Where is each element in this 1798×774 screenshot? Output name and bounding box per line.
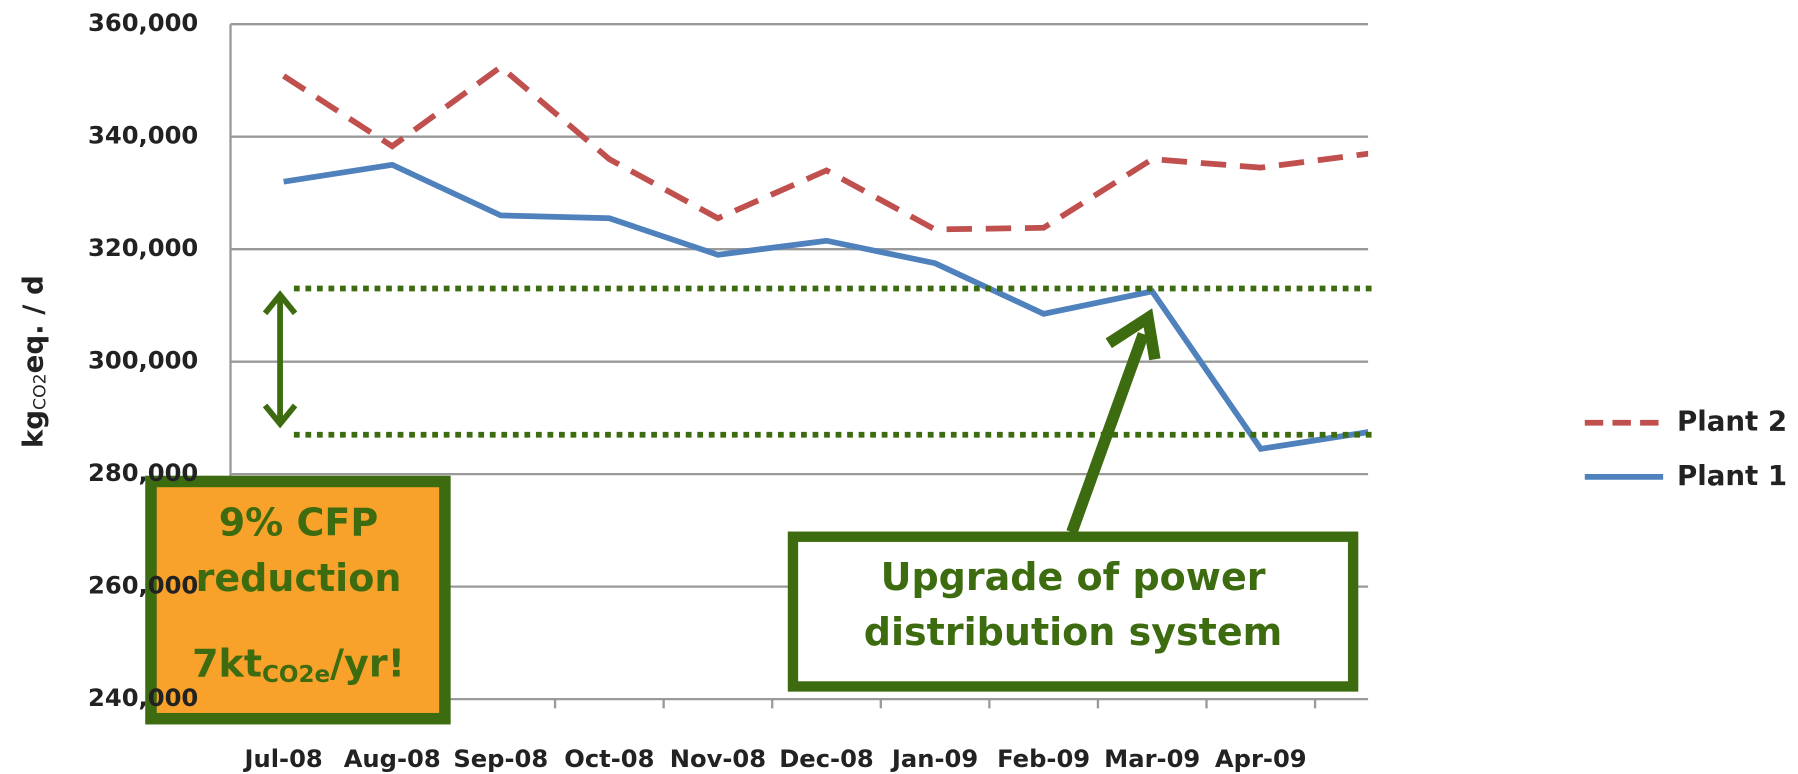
x-tick-label: Aug-08 — [344, 745, 441, 773]
x-tick-label: Oct-08 — [564, 745, 654, 773]
y-tick-label: 260,000 — [88, 572, 198, 600]
y-tick-label: 280,000 — [88, 459, 198, 487]
annotation-text: reduction — [196, 556, 402, 600]
annotation-text: 9% CFP — [219, 501, 379, 545]
callout-arrow — [1066, 332, 1149, 535]
y-tick-label: 240,000 — [88, 684, 198, 712]
reduction-box — [145, 475, 451, 725]
y-tick-label: 320,000 — [88, 234, 198, 262]
x-tick-label: Feb-09 — [997, 745, 1090, 773]
x-tick-label: Jul-08 — [243, 745, 323, 773]
arrow-head — [1105, 308, 1161, 361]
x-tick-label: Jan-09 — [890, 745, 978, 773]
x-tick-label: Sep-08 — [453, 745, 548, 773]
annotation-text: Upgrade of power — [881, 555, 1266, 599]
y-tick-label: 300,000 — [88, 347, 198, 375]
x-tick-label: Apr-09 — [1215, 745, 1307, 773]
y-tick-label: 360,000 — [88, 9, 198, 37]
callout-box — [787, 531, 1359, 692]
y-axis-label: kgCO2eq. / d — [17, 275, 51, 448]
arrow-head — [262, 290, 298, 316]
legend-label: Plant 1 — [1677, 459, 1787, 492]
x-tick-label: Dec-08 — [779, 745, 874, 773]
annotation-text: distribution system — [864, 610, 1282, 654]
x-tick-label: Mar-09 — [1104, 745, 1200, 773]
data-line — [283, 161, 1369, 452]
y-tick-label: 340,000 — [88, 122, 198, 150]
arrow-head — [262, 403, 298, 429]
x-tick-label: Nov-08 — [670, 745, 766, 773]
data-line — [282, 63, 1369, 233]
legend-label: Plant 2 — [1677, 405, 1787, 438]
annotation-text: 7ktCO2e/yr! — [192, 641, 405, 687]
